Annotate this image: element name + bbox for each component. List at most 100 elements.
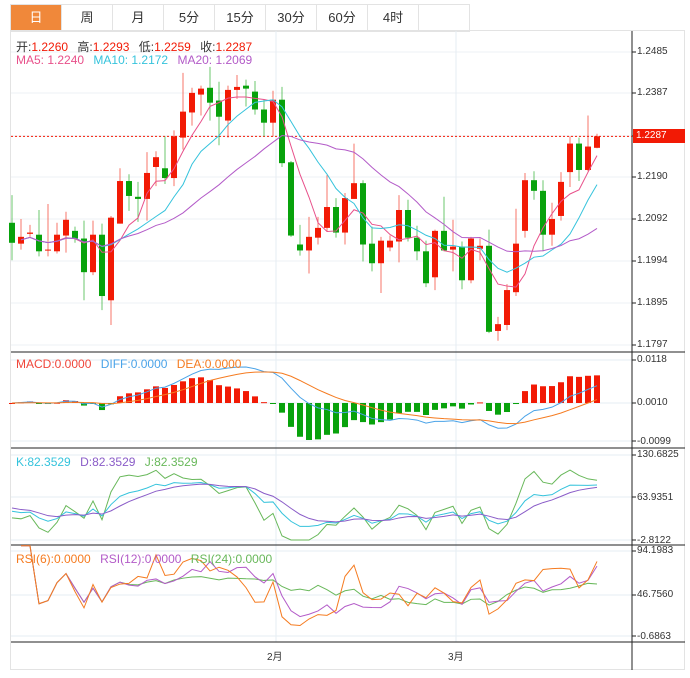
tab-30min[interactable]: 30分	[266, 5, 317, 31]
candle-down	[99, 234, 105, 297]
candle-down	[441, 230, 447, 251]
candle-down	[297, 244, 303, 251]
rsi12-value: RSI(12):0.0000	[100, 552, 182, 566]
ma10-value: MA10: 1.2172	[93, 53, 169, 67]
candle-up	[180, 111, 186, 138]
candle-down	[72, 230, 78, 239]
macd-bar	[387, 403, 393, 420]
candle-down	[135, 196, 141, 199]
candle-up	[234, 86, 240, 90]
rsi12-line	[21, 545, 598, 618]
candle-down	[252, 91, 258, 110]
candle-down	[207, 87, 213, 103]
candle-up	[270, 99, 276, 123]
candle-down	[243, 85, 249, 89]
macd-bar	[486, 403, 492, 411]
candle-up	[108, 217, 114, 301]
rsi-tick: 46.7560	[637, 589, 674, 600]
j-line	[11, 469, 598, 541]
candle-down	[288, 162, 294, 236]
period-tabs: 日 周 月 5分 15分 30分 60分 4时	[10, 4, 470, 32]
chart-frame	[10, 30, 685, 670]
x-label-feb: 2月	[267, 652, 283, 663]
macd-bar	[36, 403, 42, 404]
rsi-legend: RSI(6):0.0000 RSI(12):0.0000 RSI(24):0.0…	[16, 552, 278, 566]
candle-up	[306, 236, 312, 251]
tab-4hour[interactable]: 4时	[368, 5, 419, 31]
low-value: 1.2259	[154, 40, 191, 54]
macd-bar	[189, 378, 195, 403]
tab-60min[interactable]: 60分	[317, 5, 368, 31]
candle-up	[144, 172, 150, 199]
candle-up	[558, 181, 564, 216]
diff-value: DIFF:0.0000	[100, 357, 168, 371]
macd-bar	[162, 387, 168, 403]
candle-up	[63, 219, 69, 236]
candle-up	[549, 218, 555, 235]
macd-bar	[531, 384, 537, 403]
macd-tick: 0.0010	[637, 397, 668, 408]
candle-up	[171, 136, 177, 179]
candle-down	[423, 251, 429, 284]
candle-up	[189, 92, 195, 113]
candle-up	[387, 240, 393, 248]
candle-up	[378, 240, 384, 264]
macd-bar	[513, 403, 519, 405]
kdj-tick: 63.9351	[637, 492, 674, 503]
macd-bar	[180, 381, 186, 403]
candle-down	[333, 207, 339, 233]
candle-up	[90, 234, 96, 273]
candle-down	[279, 99, 285, 164]
candle-up	[324, 207, 330, 228]
candle-up	[594, 136, 600, 148]
rsi-tick: 94.1983	[637, 545, 674, 556]
macd-bar	[396, 403, 402, 414]
candle-up	[45, 249, 51, 251]
candle-up	[117, 181, 123, 224]
close-label: 收:	[200, 40, 216, 54]
kdj-legend: K:82.3529 D:82.3529 J:82.3529	[16, 455, 204, 469]
candle-down	[216, 100, 222, 117]
candle-down	[486, 245, 492, 332]
macd-bar	[171, 384, 177, 403]
kdj-tick: -2.8122	[637, 535, 671, 546]
macd-bar	[522, 391, 528, 403]
tab-month[interactable]: 月	[113, 5, 164, 31]
tab-day[interactable]: 日	[11, 5, 62, 31]
ma20-line	[20, 135, 598, 253]
candle-down	[9, 222, 15, 243]
price-tick: 1.1895	[637, 297, 668, 308]
macd-bar	[198, 377, 204, 403]
macd-bar	[63, 400, 69, 403]
macd-bar	[450, 403, 456, 407]
high-label: 高:	[77, 40, 93, 54]
macd-bar	[342, 403, 348, 428]
macd-bar	[207, 380, 213, 403]
tab-5min[interactable]: 5分	[164, 5, 215, 31]
macd-bar	[315, 403, 321, 440]
macd-bar	[558, 382, 564, 403]
macd-bar	[414, 403, 420, 412]
candle-down	[261, 109, 267, 123]
high-value: 1.2293	[92, 40, 130, 54]
tab-week[interactable]: 周	[62, 5, 113, 31]
ma-legend: MA5: 1.2240 MA10: 1.2172 MA20: 1.2069	[16, 53, 258, 67]
macd-bar	[477, 402, 483, 404]
macd-bar	[153, 386, 159, 403]
tab-15min[interactable]: 15分	[215, 5, 266, 31]
candle-up	[522, 180, 528, 231]
macd-bar	[423, 403, 429, 415]
candle-up	[342, 198, 348, 233]
rsi-tick: -0.6863	[637, 631, 671, 642]
ma5-line	[20, 96, 598, 288]
macd-bar	[360, 403, 366, 423]
low-label: 低:	[138, 40, 155, 54]
diff-line	[11, 366, 598, 429]
macd-bar	[279, 403, 285, 413]
candle-up	[432, 230, 438, 278]
candle-up	[225, 89, 231, 121]
macd-bar	[459, 403, 465, 409]
macd-bar	[369, 403, 375, 425]
macd-bar	[504, 403, 510, 413]
